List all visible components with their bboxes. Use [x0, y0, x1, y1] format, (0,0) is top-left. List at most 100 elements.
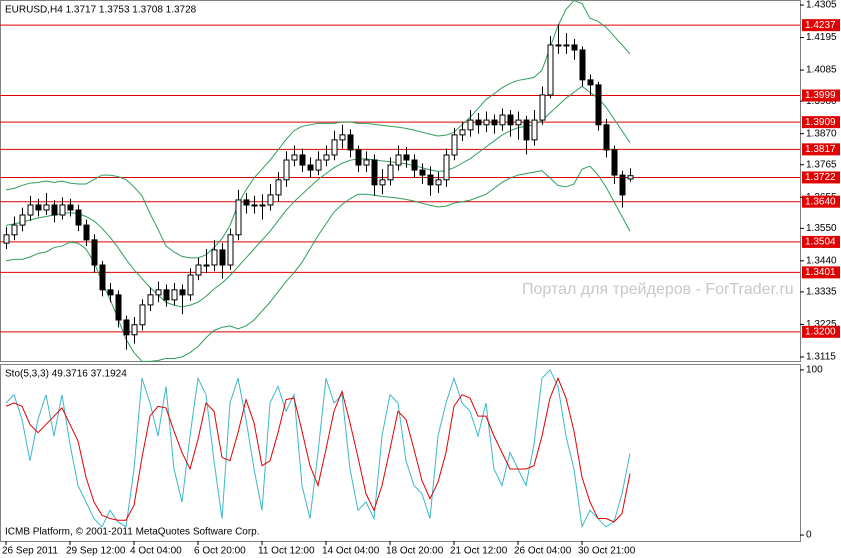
candle-body	[387, 164, 394, 181]
candle-body	[547, 44, 554, 96]
level-label-box	[802, 325, 840, 338]
chart-title: EURUSD,H4 1.3717 1.3753 1.3708 1.3728	[5, 5, 197, 16]
y-tick-label: 1.4195	[806, 32, 837, 43]
candle-body	[467, 119, 474, 131]
candle-body	[107, 289, 114, 296]
candle-body	[611, 149, 618, 176]
candle-body	[315, 159, 322, 171]
candle-body	[163, 289, 170, 301]
candle-body	[347, 134, 354, 151]
candle-body	[395, 154, 402, 166]
level-label: 1.3999	[805, 90, 836, 101]
x-tick-label: 11 Oct 12:00	[258, 546, 315, 557]
candle-body	[323, 154, 330, 161]
y-tick-label: 1.3115	[806, 352, 836, 363]
candle-body	[203, 264, 210, 267]
y-tick-label: 0	[806, 530, 812, 541]
candle-body	[227, 234, 234, 266]
level-label-box	[802, 235, 840, 248]
x-tick-label: 18 Oct 20:00	[386, 546, 444, 557]
candle-body	[83, 224, 90, 241]
candle-body	[363, 159, 370, 166]
candle-body	[403, 154, 410, 161]
candle-body	[291, 154, 298, 161]
candle-body	[59, 204, 66, 216]
candle-body	[491, 119, 498, 126]
candle-body	[451, 134, 458, 156]
candle-body	[379, 179, 386, 186]
candle-body	[523, 119, 530, 141]
candle-body	[443, 154, 450, 181]
watermark: Портал для трейдеров - ForTrader.ru	[522, 281, 794, 298]
candle-body	[3, 234, 10, 244]
candle-body	[579, 49, 586, 81]
candle-body	[355, 149, 362, 166]
candle-body	[11, 224, 18, 236]
level-label-box	[802, 89, 840, 102]
candle-body	[627, 175, 634, 180]
candle-body	[619, 174, 626, 196]
x-tick-label: 14 Oct 04:00	[322, 546, 380, 557]
candle-body	[499, 114, 506, 126]
candle-body	[411, 159, 418, 171]
candle-body	[235, 199, 242, 236]
level-label: 1.3817	[805, 144, 836, 155]
candle-body	[587, 79, 594, 86]
level-label: 1.3909	[805, 117, 836, 128]
y-tick-label: 1.4305	[806, 0, 837, 11]
x-tick-label: 26 Oct 04:00	[514, 546, 572, 557]
candle-body	[123, 319, 130, 336]
candle-body	[531, 119, 538, 141]
x-tick-label: 29 Sep 12:00	[66, 546, 126, 557]
candle-body	[99, 264, 106, 291]
candle-body	[251, 204, 258, 207]
candle-body	[219, 249, 226, 266]
y-tick-label: 1.3765	[806, 159, 837, 170]
level-label: 1.3504	[805, 237, 836, 248]
candle-body	[507, 114, 514, 126]
candle-body	[155, 289, 162, 296]
candle-body	[75, 209, 82, 226]
main-frame	[0, 0, 801, 362]
y-tick-label: 1.3550	[806, 223, 837, 234]
candle-body	[179, 289, 186, 296]
candle-body	[299, 154, 306, 166]
candle-body	[51, 204, 58, 216]
level-label: 1.3401	[805, 267, 836, 278]
candle-body	[91, 239, 98, 266]
candle-body	[339, 134, 346, 141]
candle-body	[27, 204, 34, 216]
candle-body	[147, 294, 154, 306]
candle-body	[603, 124, 610, 151]
candle-body	[211, 249, 218, 266]
x-tick-label: 21 Oct 12:00	[450, 546, 508, 557]
level-label-box	[802, 195, 840, 208]
y-tick-label: 1.3225	[806, 319, 837, 330]
candle-body	[171, 289, 178, 301]
candle-body	[35, 204, 42, 211]
y-tick-label: 1.3870	[806, 128, 837, 139]
stochastic-line	[5, 376, 631, 523]
y-tick-label: 1.4085	[806, 65, 837, 76]
candle-body	[307, 164, 314, 171]
footer: ICMB Platform, © 2001-2011 MetaQuotes So…	[5, 527, 260, 538]
candle-body	[283, 159, 290, 181]
x-tick-label: 30 Oct 21:00	[578, 546, 636, 557]
sub-frame	[0, 364, 801, 542]
candle-body	[67, 204, 74, 211]
x-tick-label: 6 Oct 20:00	[194, 546, 246, 557]
candle-body	[131, 324, 138, 336]
candle-body	[483, 119, 490, 126]
candle-body	[475, 119, 482, 126]
candle-body	[139, 304, 146, 326]
candle-body	[259, 204, 266, 207]
candle-body	[595, 84, 602, 126]
candle-body	[419, 169, 426, 176]
candle-body	[435, 179, 442, 186]
level-label: 1.4237	[805, 20, 836, 31]
candle-body	[371, 159, 378, 186]
candle-body	[115, 294, 122, 321]
x-tick-label: 4 Oct 04:00	[130, 546, 182, 557]
